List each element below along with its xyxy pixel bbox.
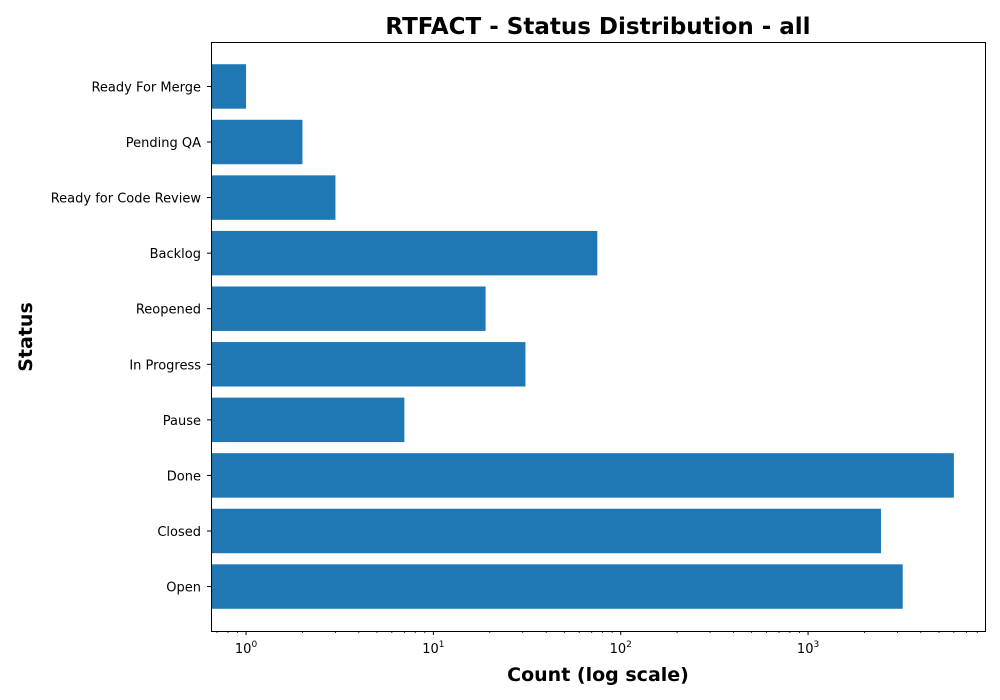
y-axis-title: Status bbox=[15, 302, 37, 372]
bar-reopened bbox=[211, 286, 486, 331]
y-tick-label: Open bbox=[166, 581, 201, 596]
x-tick-label: 102 bbox=[610, 640, 632, 657]
plot-frame bbox=[211, 42, 986, 632]
x-axis-title: Count (log scale) bbox=[507, 664, 689, 686]
y-tick-label: Backlog bbox=[150, 247, 201, 262]
x-tick-label: 103 bbox=[797, 640, 819, 657]
bar-ready-for-merge bbox=[211, 64, 247, 109]
bar-backlog bbox=[211, 230, 598, 276]
bar-in-progress bbox=[211, 342, 526, 387]
bar-ready-for-code-review bbox=[211, 175, 336, 220]
bar-done bbox=[211, 453, 954, 498]
bar-pause bbox=[211, 397, 405, 443]
x-tick-label: 100 bbox=[235, 640, 258, 657]
bar-closed bbox=[211, 508, 881, 554]
bar-open bbox=[211, 564, 903, 609]
x-tick-label: 101 bbox=[422, 640, 444, 657]
y-tick-label: Reopened bbox=[136, 303, 201, 318]
bars-group bbox=[211, 64, 954, 609]
y-tick-label: Done bbox=[167, 469, 201, 484]
y-tick-label: Ready for Code Review bbox=[51, 192, 202, 207]
y-tick-label: Ready For Merge bbox=[91, 80, 201, 95]
y-tick-label: Pause bbox=[163, 414, 201, 429]
x-axis-ticks: 100 101 102 103 bbox=[216, 631, 978, 657]
y-tick-label: Closed bbox=[157, 525, 201, 540]
y-tick-label: Pending QA bbox=[126, 136, 201, 151]
y-axis-ticks: Open Closed Done Pause In Progress Reopened Ba… bbox=[51, 80, 211, 596]
y-tick-label: In Progress bbox=[129, 358, 201, 373]
bar-pending-qa bbox=[211, 119, 303, 165]
chart-title: RTFACT - Status Distribution - all bbox=[385, 14, 810, 40]
